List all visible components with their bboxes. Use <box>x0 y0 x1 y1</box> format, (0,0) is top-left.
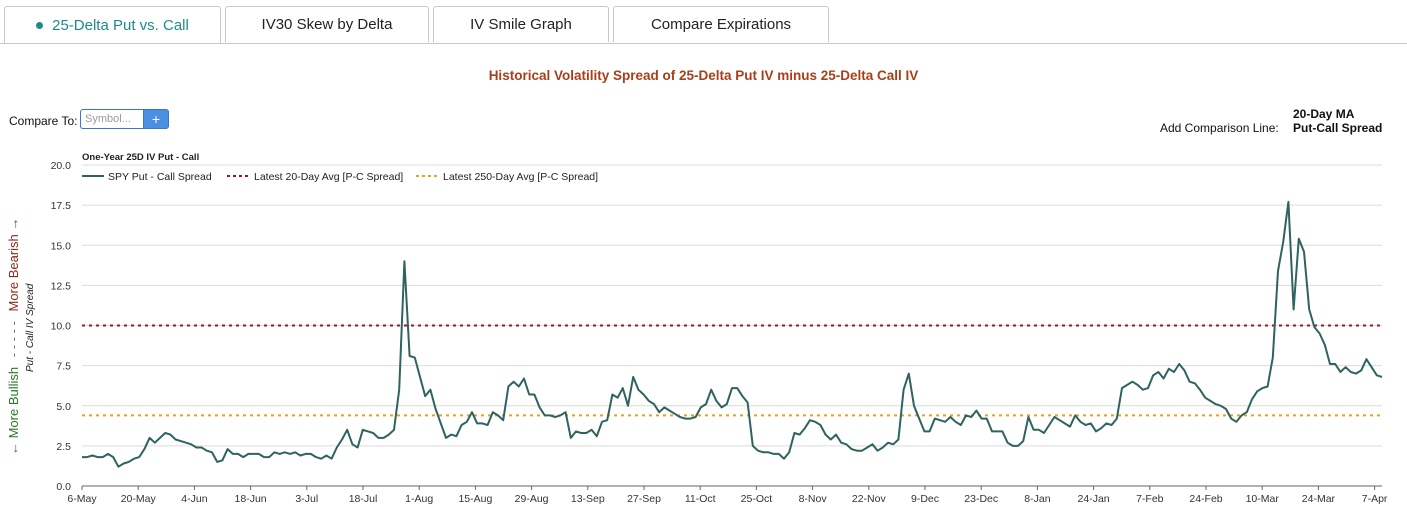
x-tick-label: 27-Sep <box>627 493 661 505</box>
x-tick-label: 8-Nov <box>799 493 828 505</box>
x-tick-label: 18-Jul <box>349 493 378 505</box>
x-tick-label: 1-Aug <box>405 493 433 505</box>
y-tick-label: 7.5 <box>56 361 71 373</box>
x-tick-label: 20-May <box>121 493 157 505</box>
y-tick-label: 15.0 <box>51 240 72 252</box>
bullish-label: ← More Bullish <box>6 367 21 455</box>
y-tick-label: 12.5 <box>51 280 72 292</box>
x-tick-label: 4-Jun <box>181 493 207 505</box>
tab-25-delta-put-vs-call[interactable]: 25-Delta Put vs. Call <box>4 6 221 43</box>
comparison-option-20-day-ma[interactable]: 20-Day MA Put-Call Spread <box>1293 107 1382 135</box>
tab-label: 25-Delta Put vs. Call <box>52 16 189 34</box>
x-tick-label: 24-Feb <box>1189 493 1222 505</box>
x-tick-label: 25-Oct <box>741 493 773 505</box>
x-tick-label: 15-Aug <box>458 493 492 505</box>
x-axis: 6-May 20-May 4-Jun 18-Jun 3-Jul 18-Jul 1-Aug 15… <box>67 486 1388 505</box>
legend-label-spy[interactable]: SPY Put - Call Spread <box>108 171 212 183</box>
tab-iv-smile-graph[interactable]: IV Smile Graph <box>433 6 609 42</box>
x-tick-label: 29-Aug <box>515 493 549 505</box>
symbol-input[interactable] <box>80 109 144 129</box>
x-tick-label: 18-Jun <box>235 493 267 505</box>
tab-label: Compare Expirations <box>650 16 792 33</box>
bearish-label: More Bearish → <box>6 218 21 312</box>
tab-label: IV Smile Graph <box>470 16 572 33</box>
legend: SPY Put - Call Spread Latest 20-Day Avg … <box>82 171 598 183</box>
plot-area <box>82 200 1383 468</box>
tab-compare-expirations[interactable]: Compare Expirations <box>613 6 829 42</box>
y-axis: 0.0 2.5 5.0 7.5 10.0 12.5 15.0 17.5 20.0 <box>51 160 72 493</box>
x-tick-label: 7-Apr <box>1362 493 1388 505</box>
legend-label-20day[interactable]: Latest 20-Day Avg [P-C Spread] <box>254 171 403 183</box>
x-tick-label: 23-Dec <box>964 493 998 505</box>
x-tick-label: 7-Feb <box>1136 493 1164 505</box>
chart-subtitle: One-Year 25D IV Put - Call <box>82 152 199 163</box>
chart-title: Historical Volatility Spread of 25-Delta… <box>488 68 919 83</box>
tab-bar: 25-Delta Put vs. Call IV30 Skew by Delta… <box>0 0 1407 44</box>
sentiment-axis-label: ← More Bullish - - - - - More Bearish → <box>6 218 21 455</box>
y-tick-label: 20.0 <box>51 160 72 172</box>
x-tick-label: 9-Dec <box>911 493 939 505</box>
x-tick-label: 11-Oct <box>685 493 716 505</box>
x-tick-label: 24-Jan <box>1078 493 1110 505</box>
y-tick-label: 17.5 <box>51 200 72 212</box>
series-line-spy <box>82 200 1383 468</box>
x-tick-label: 10-Mar <box>1246 493 1280 505</box>
add-symbol-button[interactable]: + <box>143 109 169 129</box>
y-tick-label: 10.0 <box>51 321 72 333</box>
compare-to-label: Compare To: <box>9 114 78 128</box>
y-axis-title: Put - Call IV Spread <box>25 283 36 372</box>
tab-iv30-skew-by-delta[interactable]: IV30 Skew by Delta <box>225 6 429 42</box>
x-tick-label: 22-Nov <box>852 493 887 505</box>
active-dot-icon <box>36 21 44 29</box>
grid <box>82 164 1382 487</box>
x-tick-label: 24-Mar <box>1302 493 1336 505</box>
x-tick-label: 3-Jul <box>295 493 318 505</box>
legend-label-250day[interactable]: Latest 250-Day Avg [P-C Spread] <box>443 171 598 183</box>
y-tick-label: 2.5 <box>56 441 71 453</box>
x-tick-label: 8-Jan <box>1024 493 1050 505</box>
comparison-option-line2: Put-Call Spread <box>1293 121 1383 135</box>
y-tick-label: 0.0 <box>56 481 71 493</box>
x-tick-label: 13-Sep <box>571 493 605 505</box>
sentiment-dashes: - - - - - <box>6 321 21 357</box>
tab-label: IV30 Skew by Delta <box>261 16 393 33</box>
y-tick-label: 5.0 <box>56 401 71 413</box>
add-comparison-label: Add Comparison Line: <box>1160 121 1279 135</box>
x-tick-label: 6-May <box>67 493 97 505</box>
comparison-option-line1: 20-Day MA <box>1293 107 1355 121</box>
